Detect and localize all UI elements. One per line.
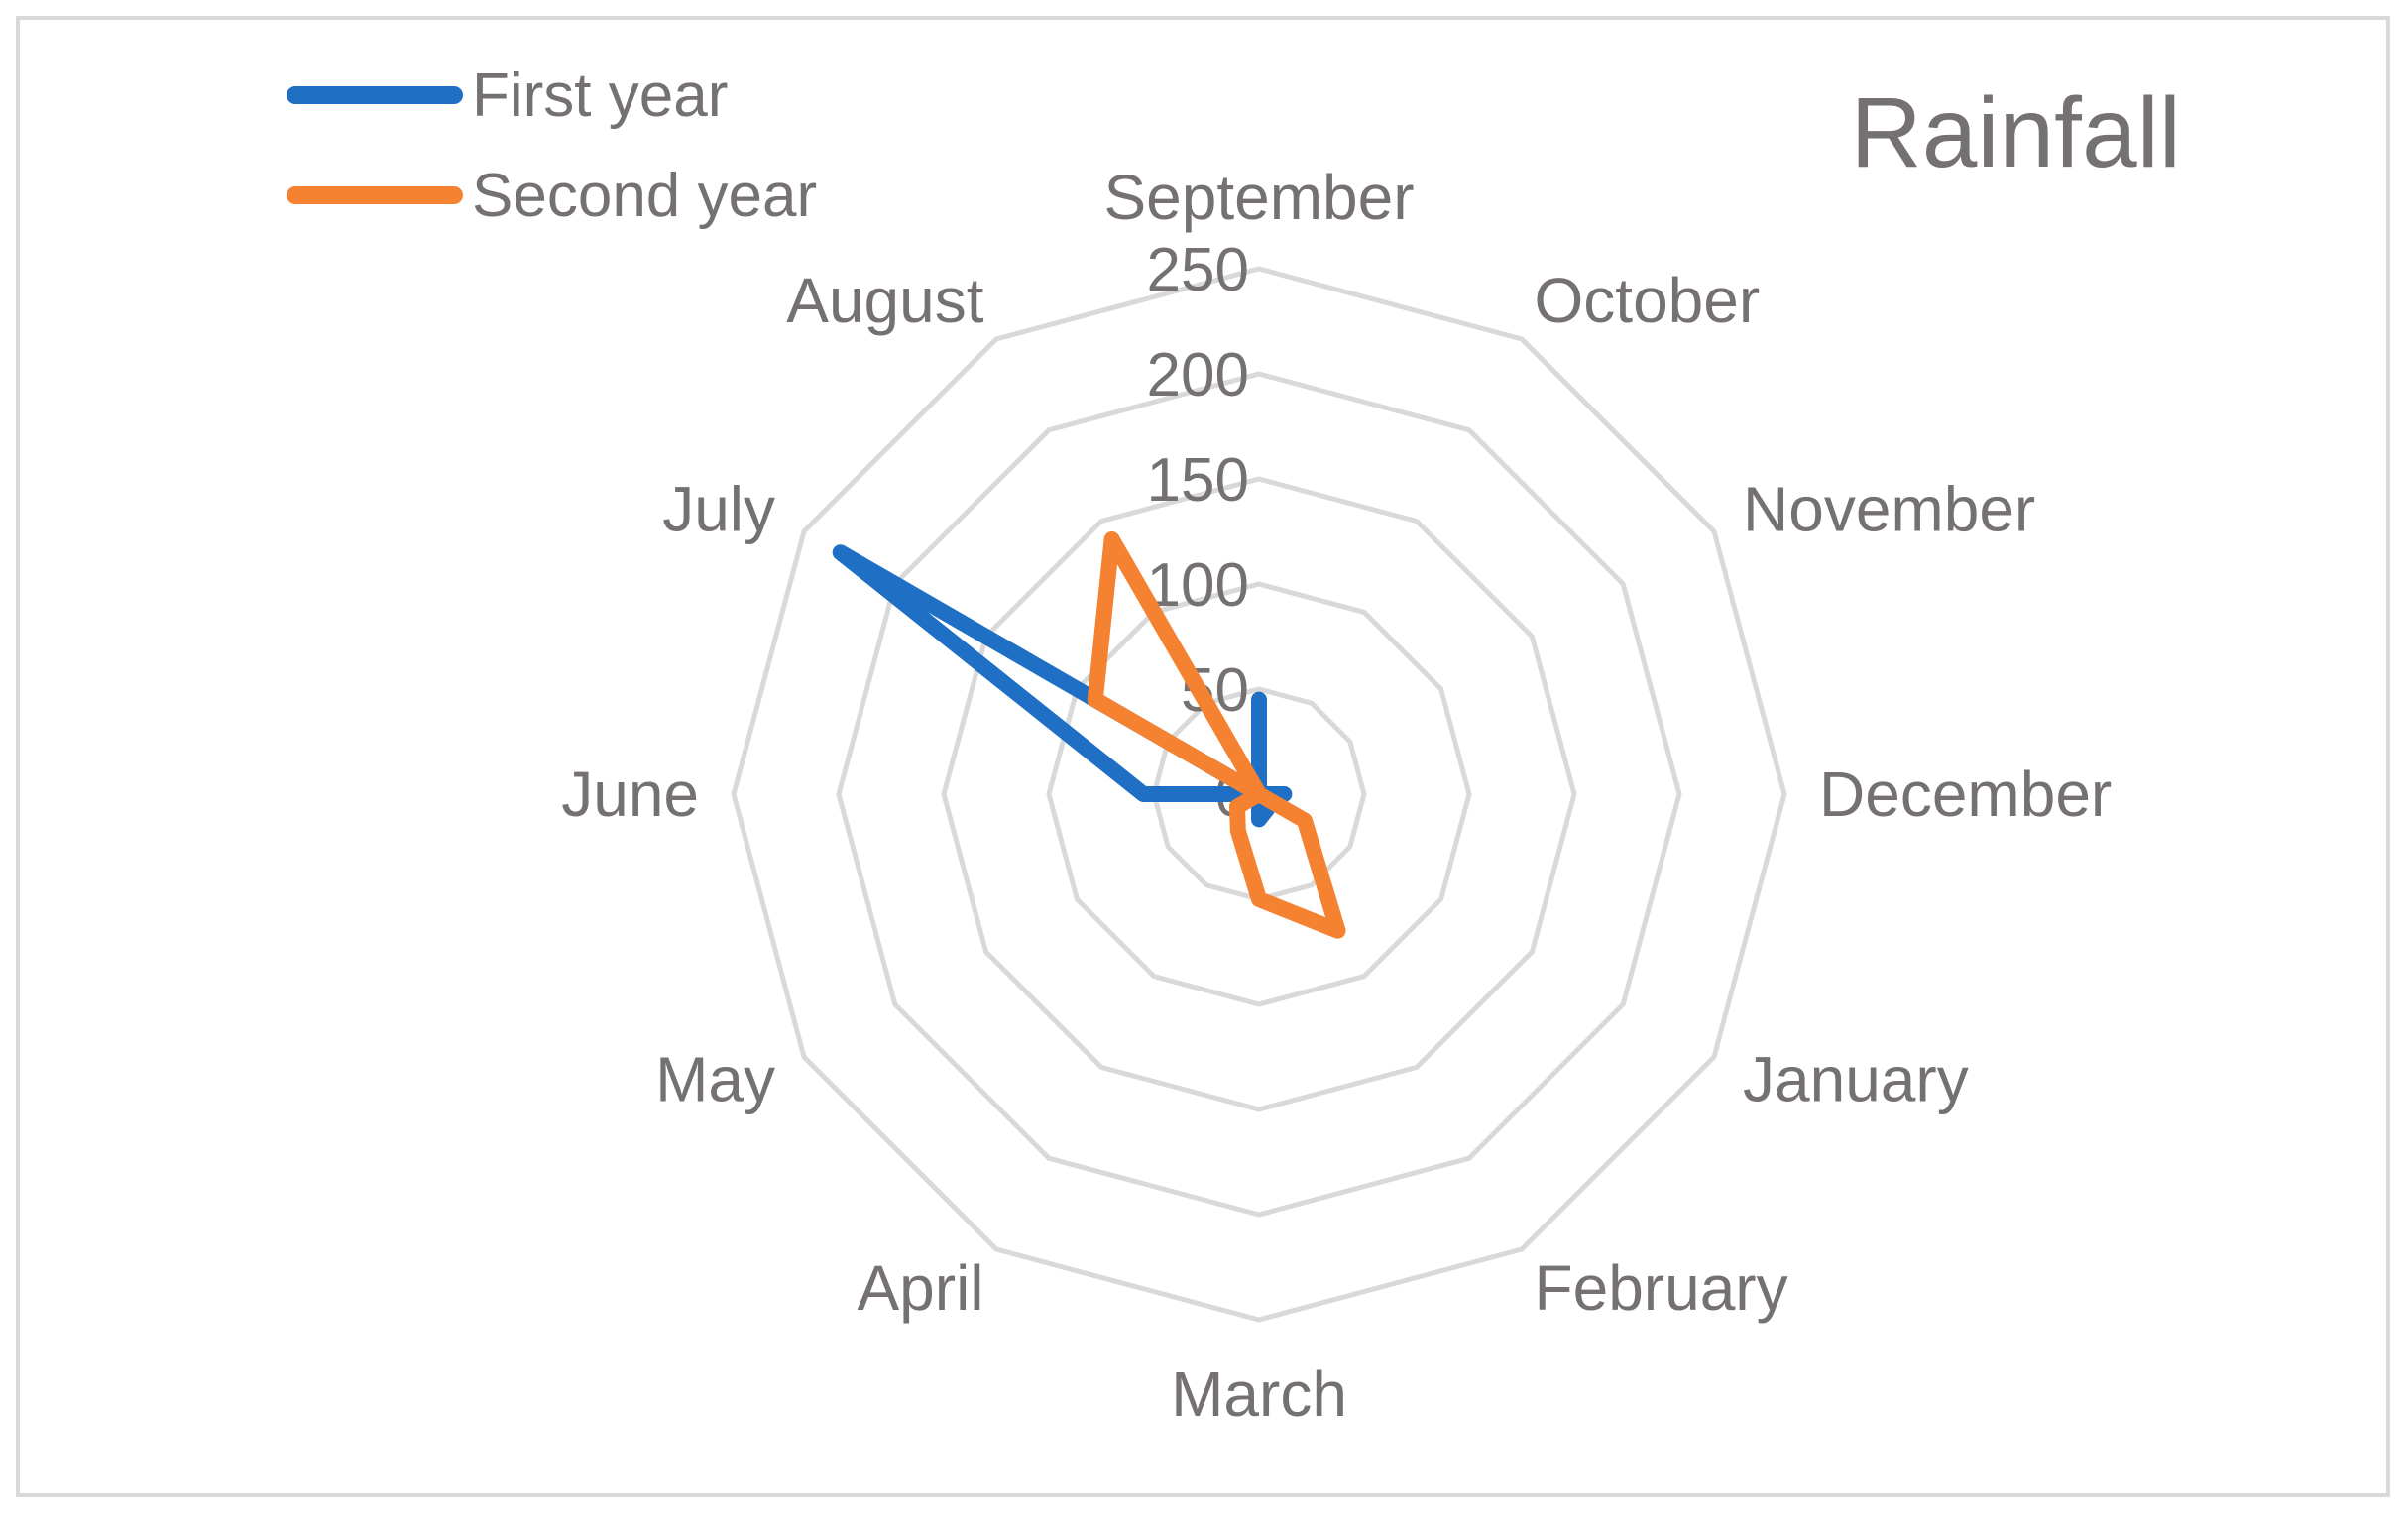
- series-line-first-year: [832, 544, 1293, 828]
- category-label-november: November: [1743, 474, 2035, 545]
- grid-ring-250: [731, 266, 1787, 1323]
- legend-item-first-year: First year: [287, 61, 728, 130]
- tick-label-150: 150: [1147, 446, 1249, 515]
- legend-label-second-year: Second year: [472, 162, 817, 230]
- legend: First year Second year: [287, 61, 817, 230]
- category-label-december: December: [1819, 758, 2112, 830]
- category-label-may: May: [655, 1044, 775, 1115]
- series-line-second-year: [1087, 531, 1346, 939]
- chart-title: Rainfall: [1851, 77, 2182, 188]
- category-label-august: August: [786, 265, 983, 336]
- category-label-september: September: [1103, 162, 1414, 233]
- legend-item-second-year: Second year: [287, 162, 817, 230]
- category-label-june: June: [561, 758, 699, 830]
- category-labels: September October November December January F…: [561, 162, 2112, 1430]
- category-label-january: January: [1743, 1044, 1969, 1115]
- category-label-february: February: [1535, 1252, 1788, 1324]
- tick-label-100: 100: [1147, 551, 1249, 620]
- category-label-april: April: [857, 1252, 983, 1324]
- tick-label-200: 200: [1147, 341, 1249, 409]
- tick-label-250: 250: [1147, 236, 1249, 304]
- category-label-march: March: [1171, 1358, 1347, 1430]
- category-label-july: July: [662, 474, 775, 545]
- legend-label-first-year: First year: [472, 61, 728, 130]
- category-label-october: October: [1535, 265, 1761, 336]
- series-lines: [832, 531, 1346, 939]
